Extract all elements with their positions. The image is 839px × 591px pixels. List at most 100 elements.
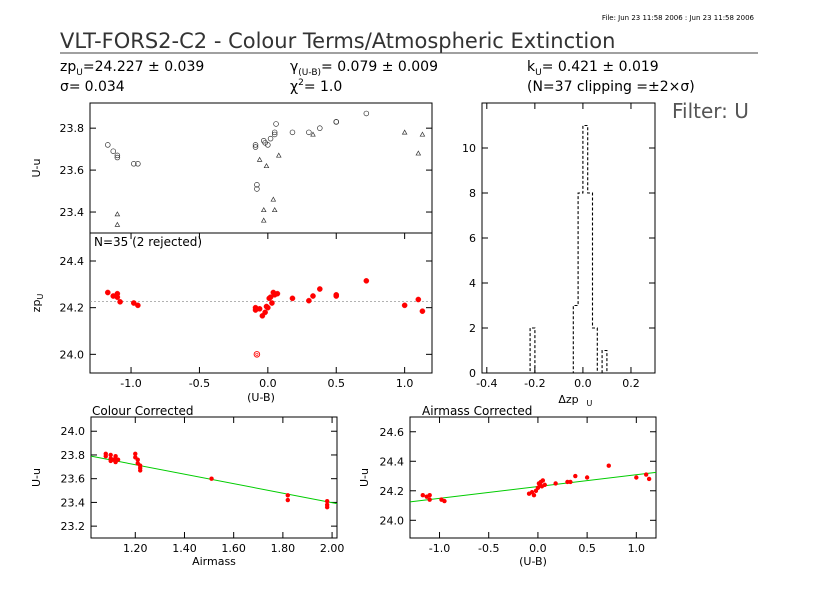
x-tick-label: -0.5	[478, 542, 499, 555]
y-tick-label: 8	[469, 187, 476, 200]
x-tick-label: 1.0	[628, 542, 646, 555]
x-tick-label: -1.0	[120, 377, 141, 390]
airmass-corrected-point	[634, 475, 639, 480]
chi-stat: χ2= 1.0	[290, 78, 342, 95]
x-tick-label: 2.00	[320, 542, 345, 555]
x-tick-label: 1.20	[123, 542, 148, 555]
raw-point-triangle	[271, 207, 278, 213]
raw-point-circle	[363, 110, 370, 117]
plot-frame	[90, 416, 338, 539]
colour-corrected-point	[135, 457, 140, 462]
airmass-corrected-point	[643, 472, 649, 477]
raw-point-triangle	[310, 131, 316, 137]
colour-corrected-point	[133, 451, 138, 456]
raw-point-triangle	[415, 150, 422, 156]
y-tick-label: 23.6	[61, 473, 86, 486]
x-tick-label: -0.2	[524, 377, 545, 390]
rejection-annotation: N=35 (2 rejected)	[94, 235, 202, 249]
airmass-corrected-point	[420, 493, 425, 498]
svg-text:χ2= 1.0: χ2= 1.0	[290, 78, 342, 95]
y-tick-label: 23.2	[61, 520, 86, 533]
histogram-outline	[482, 124, 655, 374]
y-tick-label: 24.2	[60, 302, 85, 315]
raw-point-triangle	[419, 131, 426, 137]
rejected-point-inner	[255, 352, 259, 356]
y-tick-label: 4	[469, 277, 476, 290]
x-tick-label: 0.0	[259, 377, 277, 390]
x-axis-label: (U-B)	[519, 555, 547, 568]
airmass-corrected-point	[542, 482, 548, 488]
chi-label: χ	[290, 79, 298, 95]
zeropoint-point	[401, 302, 408, 309]
raw-point-circle	[273, 121, 279, 127]
fit-line	[90, 455, 338, 505]
colour-corrected-point	[103, 453, 108, 459]
zeropoint-point	[310, 293, 316, 299]
raw-point-triangle	[401, 129, 408, 135]
x-tick-label: 1.60	[221, 542, 246, 555]
x-tick-label: 0.2	[622, 377, 640, 390]
panel-title: Colour Corrected	[92, 404, 194, 418]
x-tick-label: -0.4	[476, 377, 497, 390]
plot-frame	[89, 232, 433, 374]
gamma-label: γ	[290, 59, 298, 75]
y-tick-label: 23.6	[60, 164, 85, 177]
raw-point-circle	[271, 131, 278, 138]
gamma-sub: (U-B)	[298, 68, 321, 78]
colour-corrected-point	[209, 476, 214, 481]
raw-colour-plot: 23.4 23.6 23.8 U-u	[30, 102, 433, 234]
zeropoint-point	[363, 278, 370, 284]
zeropoint-histogram: 0 2 4 6 8 10 -0.4 -0.2 0.0 0.2 Δzp U	[462, 102, 656, 408]
airmass-corrected-point	[573, 473, 578, 479]
x-tick-label: 0.5	[578, 542, 596, 555]
zeropoint-point	[333, 292, 340, 298]
colour-corrected-point	[324, 504, 330, 510]
airmass-corrected-point	[442, 498, 447, 504]
y-axis-label: U-u	[358, 468, 371, 487]
x-tick-label: 1.80	[271, 542, 296, 555]
x-axis-label: Δzp	[558, 393, 578, 406]
zp-sub: U	[76, 68, 83, 78]
file-info: File: Jun 23 11:58 2006 : Jun 23 11:58 2…	[602, 14, 755, 22]
y-tick-label: 23.8	[60, 122, 85, 135]
raw-point-circle	[289, 129, 296, 136]
rejected-point	[253, 351, 261, 358]
raw-point-circle	[114, 154, 121, 161]
y-tick-label: 24.4	[60, 255, 85, 268]
airmass-corrected-point	[553, 481, 558, 486]
y-tick-label: 24.2	[380, 485, 405, 498]
raw-point-circle	[252, 142, 259, 148]
airmass-corrected-point	[427, 497, 432, 502]
plot-frame	[89, 102, 433, 234]
raw-point-circle	[254, 182, 260, 188]
sigma-label: σ=	[60, 79, 81, 95]
raw-point-circle	[306, 129, 312, 136]
x-tick-label: -1.0	[429, 542, 450, 555]
y-tick-label: 10	[462, 142, 476, 155]
raw-point-circle	[333, 119, 339, 125]
raw-point-triangle	[256, 156, 263, 162]
x-tick-label: 1.0	[396, 377, 414, 390]
page-title: VLT-FORS2-C2 - Colour Terms/Atmospheric …	[60, 29, 615, 53]
raw-point-circle	[114, 152, 121, 159]
y-axis-label: U-u	[30, 468, 43, 487]
x-axis-label: (U-B)	[247, 391, 275, 404]
raw-point-triangle	[275, 152, 282, 158]
k-sub: U	[535, 68, 542, 78]
y-axis-label: zpU	[30, 294, 45, 313]
y-tick-label: 24.6	[380, 426, 405, 439]
y-tick-label: 23.8	[61, 449, 86, 462]
colour-corrected-point	[285, 493, 290, 498]
raw-point-circle	[271, 129, 278, 136]
y-tick-label: 24.0	[380, 514, 405, 527]
zeropoint-point	[289, 295, 296, 302]
airmass-corrected-point	[427, 493, 432, 498]
airmass-corrected-point	[646, 476, 652, 482]
filter-label: Filter: U	[672, 99, 749, 123]
plot-frame	[481, 102, 656, 374]
k-stat: kU= 0.421 ± 0.019	[527, 59, 659, 78]
x-axis-label: Airmass	[192, 555, 236, 568]
raw-point-circle	[135, 161, 141, 167]
svg-text:kU= 0.421 ± 0.019: kU= 0.421 ± 0.019	[527, 59, 659, 78]
